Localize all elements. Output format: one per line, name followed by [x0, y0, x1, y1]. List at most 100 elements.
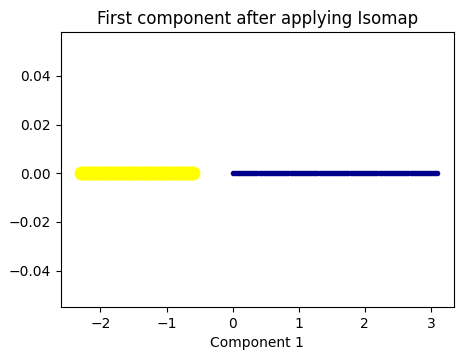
Point — [419, 170, 427, 176]
Point — [328, 170, 336, 176]
Point — [341, 170, 348, 176]
Point — [291, 170, 299, 176]
Point — [274, 170, 282, 176]
Point — [335, 170, 342, 176]
Point — [132, 170, 139, 176]
Point — [157, 170, 165, 176]
Point — [363, 170, 371, 176]
Point — [150, 170, 158, 176]
Point — [386, 170, 394, 176]
Point — [229, 170, 236, 176]
Point — [97, 170, 105, 176]
Point — [413, 170, 420, 176]
Point — [424, 170, 431, 176]
Point — [407, 170, 414, 176]
Point — [301, 170, 309, 176]
Point — [256, 170, 263, 176]
Point — [367, 170, 375, 176]
Point — [139, 170, 146, 176]
Point — [390, 170, 398, 176]
Point — [104, 170, 112, 176]
Point — [166, 170, 174, 176]
Point — [141, 170, 148, 176]
Point — [281, 170, 288, 176]
Point — [114, 170, 121, 176]
Point — [171, 170, 178, 176]
Point — [264, 170, 271, 176]
Point — [434, 170, 441, 176]
Point — [185, 170, 192, 176]
Point — [376, 170, 383, 176]
Point — [266, 170, 274, 176]
Point — [320, 170, 328, 176]
Point — [299, 170, 307, 176]
Point — [173, 170, 181, 176]
Point — [243, 170, 251, 176]
Point — [402, 170, 410, 176]
Point — [382, 170, 389, 176]
Point — [392, 170, 400, 176]
Point — [332, 170, 340, 176]
Point — [395, 170, 402, 176]
Point — [143, 170, 151, 176]
Point — [359, 170, 367, 176]
Point — [118, 170, 126, 176]
Point — [366, 170, 373, 176]
Point — [283, 170, 290, 176]
Point — [245, 170, 253, 176]
Point — [262, 170, 270, 176]
Point — [396, 170, 404, 176]
Point — [380, 170, 388, 176]
Point — [353, 170, 360, 176]
Point — [374, 170, 381, 176]
Point — [153, 170, 160, 176]
Point — [361, 170, 369, 176]
Point — [330, 170, 338, 176]
Point — [102, 170, 110, 176]
Point — [293, 170, 300, 176]
Point — [189, 170, 197, 176]
Point — [345, 170, 352, 176]
Point — [343, 170, 350, 176]
Point — [237, 170, 245, 176]
Point — [162, 170, 169, 176]
Point — [249, 170, 257, 176]
Point — [79, 170, 87, 176]
Point — [316, 170, 323, 176]
Point — [347, 170, 354, 176]
Point — [111, 170, 119, 176]
Point — [233, 170, 241, 176]
Point — [116, 170, 124, 176]
Point — [137, 170, 144, 176]
Point — [303, 170, 311, 176]
Point — [123, 170, 130, 176]
Point — [146, 170, 153, 176]
Point — [425, 170, 433, 176]
Point — [100, 170, 107, 176]
Point — [324, 170, 331, 176]
Title: First component after applying Isomap: First component after applying Isomap — [97, 10, 418, 28]
Point — [125, 170, 132, 176]
Point — [155, 170, 162, 176]
Point — [312, 170, 319, 176]
Point — [268, 170, 276, 176]
Point — [109, 170, 117, 176]
Point — [183, 170, 190, 176]
Point — [415, 170, 423, 176]
Point — [297, 170, 305, 176]
Point — [86, 170, 94, 176]
Point — [326, 170, 334, 176]
Point — [81, 170, 89, 176]
Point — [336, 170, 344, 176]
Point — [88, 170, 96, 176]
Point — [148, 170, 155, 176]
Point — [258, 170, 265, 176]
Point — [307, 170, 315, 176]
Point — [417, 170, 424, 176]
Point — [120, 170, 128, 176]
Point — [168, 170, 176, 176]
Point — [77, 170, 84, 176]
Point — [295, 170, 303, 176]
Point — [130, 170, 137, 176]
Point — [176, 170, 183, 176]
